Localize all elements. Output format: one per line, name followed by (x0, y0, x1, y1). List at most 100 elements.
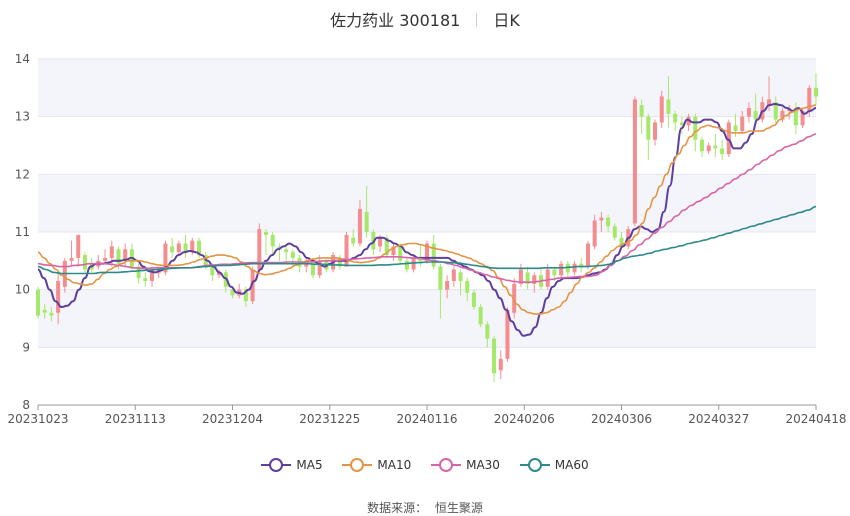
candle-body (116, 249, 121, 264)
legend-label-ma60: MA60 (554, 458, 589, 472)
x-tick-label: 20231023 (7, 412, 68, 426)
ma5-legend-icon (261, 458, 292, 472)
period-label: 日K (493, 11, 520, 30)
candle-body (445, 281, 450, 290)
candle (264, 229, 269, 256)
candle-body (398, 246, 403, 261)
stock-name: 佐力药业 300181 (330, 11, 461, 30)
candle (579, 257, 584, 273)
candle-body (404, 260, 409, 270)
candle (679, 116, 684, 134)
candle-body (619, 237, 624, 247)
candle-body (653, 122, 658, 140)
candle (351, 229, 356, 247)
candle-body (512, 283, 517, 313)
candle (612, 223, 617, 241)
candle (713, 133, 718, 158)
chart-title: 佐力药业 300181 日K (0, 7, 850, 31)
candle-body (612, 226, 617, 238)
candle-body (264, 232, 269, 235)
candle (69, 240, 74, 267)
candle (699, 136, 704, 158)
candle (42, 304, 47, 319)
candle (666, 76, 671, 129)
candle-body (170, 246, 175, 253)
candle (646, 113, 651, 160)
candle-body (518, 269, 523, 284)
source-label: 数据来源： (367, 501, 428, 515)
candle-body (699, 139, 704, 152)
candle (317, 255, 322, 279)
candle-body (532, 275, 537, 284)
candle-body (813, 87, 819, 97)
candle-body (572, 263, 577, 273)
candle (404, 257, 409, 273)
legend-label-ma10: MA10 (377, 458, 412, 472)
candle (572, 260, 577, 276)
candle-body (726, 122, 731, 155)
candle (693, 113, 698, 152)
candle-body (505, 309, 510, 359)
candle (485, 321, 490, 348)
candles (35, 73, 819, 382)
candle-body (344, 234, 349, 267)
candle (673, 110, 678, 132)
candle (136, 263, 141, 284)
candle (518, 263, 523, 287)
legend-item-ma60[interactable]: MA60 (519, 458, 589, 472)
candle-body (250, 269, 255, 302)
candle-body (465, 281, 470, 293)
candle-body (438, 266, 443, 290)
x-tick-label: 20240116 (396, 412, 457, 426)
y-tick-label: 8 (22, 398, 30, 412)
x-axis: 20231023 20231113 20231204 20231225 20240116… (7, 405, 847, 426)
candle (565, 260, 570, 279)
legend-item-ma5[interactable]: MA5 (261, 458, 323, 472)
candle (639, 99, 644, 134)
candle (277, 243, 282, 261)
candle (465, 278, 470, 302)
candle-body (337, 257, 342, 267)
x-tick-label: 20231113 (105, 412, 166, 426)
candle (585, 240, 590, 270)
candle (606, 214, 611, 232)
candle (170, 237, 175, 258)
candle (76, 234, 81, 267)
candle-body (492, 338, 497, 374)
candle (217, 269, 222, 279)
candle-body (284, 249, 289, 253)
candle (143, 272, 148, 287)
candle-body (498, 358, 503, 371)
candle-body (49, 312, 54, 316)
grid-band (38, 289, 816, 348)
title-separator (476, 13, 478, 27)
candle (82, 252, 87, 273)
candle-body (733, 125, 738, 132)
candle (458, 269, 463, 296)
line-ma10 (37, 104, 817, 315)
candle (431, 234, 436, 270)
legend-item-ma30[interactable]: MA30 (431, 458, 500, 472)
candle-body (217, 272, 222, 276)
candle-body (35, 289, 41, 316)
legend-item-ma10[interactable]: MA10 (342, 458, 411, 472)
candle-body (585, 243, 590, 267)
candle-body (673, 113, 678, 123)
candle-body (740, 116, 745, 132)
y-tick-label: 13 (15, 110, 30, 124)
candle-body (793, 108, 798, 126)
candle (478, 304, 483, 328)
candle (505, 306, 510, 362)
candle-body (632, 99, 637, 224)
candle-body (679, 122, 684, 126)
candle (391, 243, 396, 261)
candle (525, 266, 530, 290)
x-tick-label: 20240306 (591, 412, 652, 426)
candle-body (82, 255, 87, 270)
candle-body (290, 252, 295, 258)
candle-body (746, 108, 751, 117)
candle-body (599, 217, 604, 221)
candle (512, 278, 517, 319)
candle-body (243, 289, 248, 302)
candle-body (559, 263, 564, 276)
